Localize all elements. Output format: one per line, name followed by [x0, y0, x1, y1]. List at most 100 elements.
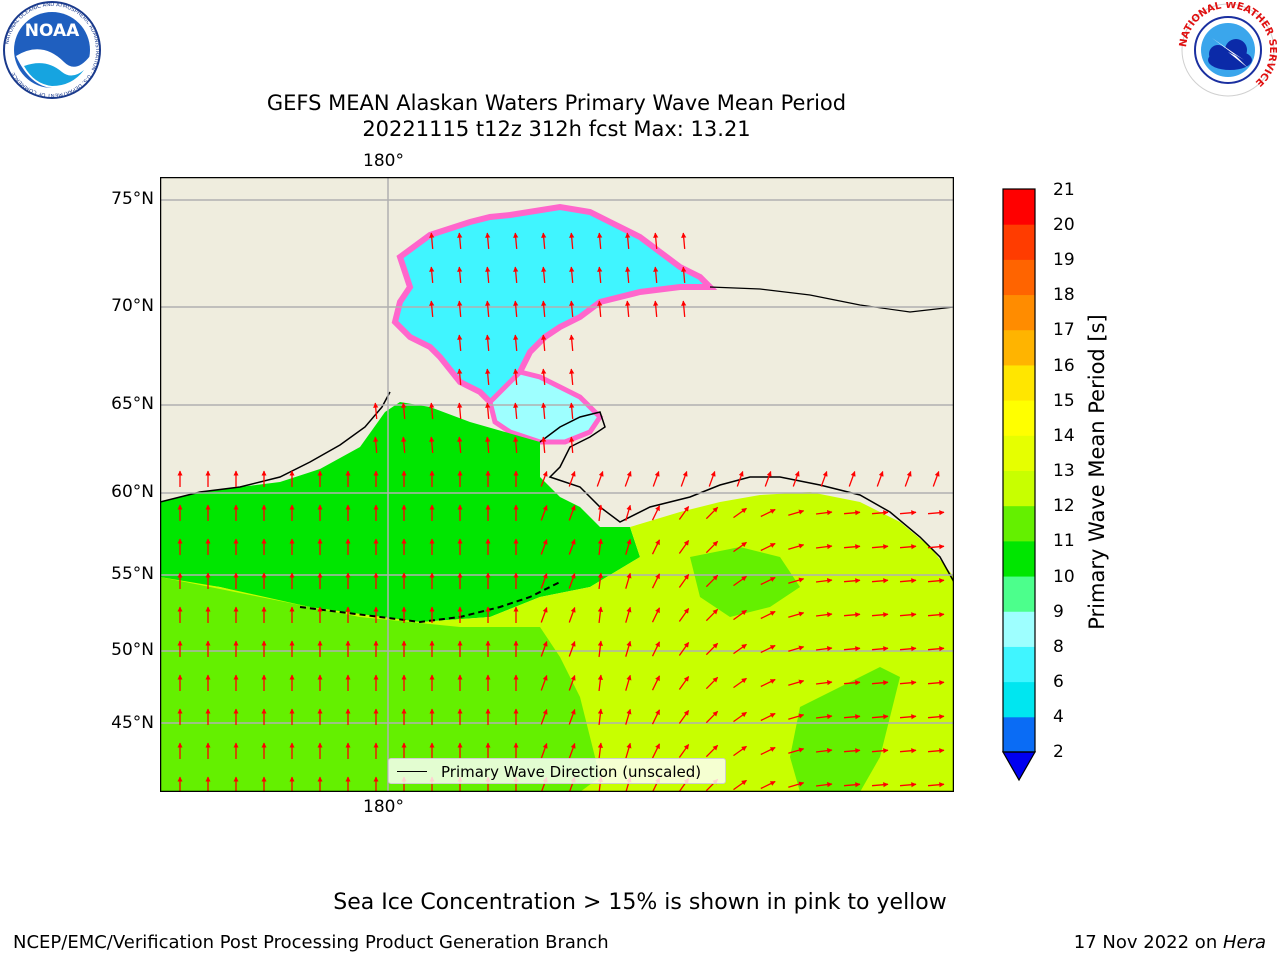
- wave-arrow: [429, 402, 435, 420]
- wave-arrow: [760, 542, 776, 552]
- wave-arrow: [871, 578, 889, 584]
- colorbar-segment: [1003, 716, 1035, 753]
- wave-arrow: [820, 470, 828, 487]
- wave-arrow: [541, 334, 547, 352]
- wave-arrow: [733, 575, 747, 587]
- wave-arrow: [541, 232, 547, 250]
- wave-arrow: [733, 711, 747, 723]
- cb-tick-17: 17: [1053, 320, 1075, 340]
- wave-arrow: [541, 300, 547, 318]
- wave-arrow: [540, 708, 548, 725]
- wave-arrow: [568, 640, 576, 657]
- wave-arrow: [678, 608, 690, 622]
- wave-arrow: [540, 640, 548, 657]
- wave-arrow: [932, 470, 940, 487]
- wave-arrow: [927, 680, 945, 686]
- wave-arrow: [485, 402, 491, 420]
- cb-tick-14: 14: [1053, 426, 1075, 446]
- wave-arrow: [569, 300, 575, 318]
- cb-tick-12: 12: [1053, 496, 1075, 516]
- wave-arrow: [625, 504, 632, 521]
- wave-arrow: [653, 266, 659, 284]
- wave-arrow: [513, 368, 519, 386]
- wave-arrow: [871, 748, 889, 754]
- colorbar-segment: [1003, 681, 1035, 718]
- wave-arrow: [652, 470, 660, 487]
- wave-arrow: [788, 611, 805, 618]
- wave-arrow: [927, 544, 945, 550]
- wave-arrow: [653, 232, 659, 250]
- wave-arrow: [927, 748, 945, 754]
- wave-arrow: [815, 612, 833, 618]
- colorbar-segment: [1003, 540, 1035, 577]
- wave-arrow: [485, 436, 491, 454]
- wave-arrow: [705, 710, 719, 724]
- wave-arrow: [597, 572, 603, 590]
- wave-arrow: [678, 642, 690, 656]
- wave-arrow: [899, 510, 917, 516]
- wave-arrow: [597, 708, 603, 726]
- plot-title: GEFS MEAN Alaskan Waters Primary Wave Me…: [266, 91, 847, 115]
- lat-label-65: 65°N: [111, 394, 154, 414]
- wave-arrow: [760, 712, 776, 722]
- colorbar-segment: [1003, 259, 1035, 296]
- wave-arrow: [927, 510, 945, 516]
- wave-arrow: [815, 646, 833, 652]
- wave-arrow: [485, 368, 491, 386]
- wave-arrow: [899, 646, 917, 652]
- wave-arrow: [541, 436, 547, 454]
- wave-arrow: [597, 232, 603, 250]
- wave-arrow: [899, 748, 917, 754]
- wave-arrow: [788, 747, 805, 754]
- wave-arrow: [736, 470, 744, 487]
- wave-arrow: [540, 504, 548, 521]
- wave-arrow: [429, 266, 435, 284]
- wave-arrow: [708, 470, 716, 487]
- pacific-green-east: [790, 667, 900, 792]
- wave-arrow: [733, 507, 747, 519]
- wave-arrow: [733, 745, 747, 757]
- wave-arrow: [760, 508, 776, 518]
- wave-arrow: [760, 610, 776, 620]
- wave-arrow: [625, 640, 632, 657]
- wave-arrow: [540, 606, 548, 623]
- cb-tick-6: 6: [1053, 672, 1064, 692]
- map-legend: Primary Wave Direction (unscaled): [388, 758, 726, 784]
- svg-text:NOAA: NOAA: [25, 21, 80, 41]
- wave-arrow: [681, 266, 687, 284]
- wave-arrow: [705, 744, 719, 758]
- cb-tick-9: 9: [1053, 602, 1064, 622]
- wave-arrow: [788, 645, 805, 652]
- wave-arrow: [625, 742, 632, 759]
- wave-arrow: [651, 743, 661, 759]
- wave-arrow: [485, 334, 491, 352]
- lat-label-50: 50°N: [111, 640, 154, 660]
- colorbar-segment: [1003, 189, 1035, 225]
- wave-arrow: [429, 300, 435, 318]
- wave-arrow: [927, 612, 945, 618]
- wave-arrow: [457, 334, 463, 352]
- wave-arrow: [651, 505, 661, 521]
- wave-arrow: [569, 334, 575, 352]
- wave-arrow: [540, 674, 548, 691]
- wave-arrow: [871, 510, 889, 516]
- wave-arrow: [760, 678, 776, 688]
- wave-arrow: [899, 680, 917, 686]
- lon-label-top: 180°: [363, 151, 404, 171]
- wave-arrow: [651, 709, 661, 725]
- wave-arrow: [871, 646, 889, 652]
- lat-label-60: 60°N: [111, 482, 154, 502]
- wave-arrow: [843, 680, 861, 686]
- wave-arrow: [899, 612, 917, 618]
- wave-arrow: [760, 644, 776, 654]
- lat-label-45: 45°N: [111, 713, 154, 733]
- wave-arrow: [373, 436, 379, 454]
- wave-arrow: [815, 510, 833, 516]
- wave-arrow: [568, 606, 576, 623]
- wave-arrow: [705, 540, 719, 554]
- wave-arrow: [705, 642, 719, 656]
- wave-arrow: [624, 470, 632, 487]
- wave-arrow: [568, 572, 576, 589]
- wave-arrow: [569, 402, 575, 420]
- wave-arrow: [678, 676, 690, 690]
